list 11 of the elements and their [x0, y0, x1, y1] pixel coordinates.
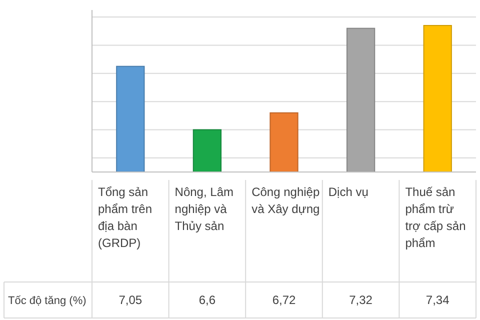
x-tick-label: Tổng sản phẩm trên địa bàn (GRDP) [98, 185, 152, 250]
x-tick-label: Nông, Lâm nghiệp và Thủy sản [174, 185, 234, 233]
text: Tốc độ tăng (%) [8, 294, 86, 307]
data-label: 7,05 [118, 293, 142, 308]
data-label: 7,32 [349, 293, 373, 308]
x-tick-label: Dịch vụ [328, 185, 368, 199]
data-label: 6,72 [272, 293, 296, 308]
data-label: 7,34 [426, 293, 450, 308]
x-tick-label: Công nghiệp và Xây dựng [252, 185, 320, 216]
x-tick-label: Thuế sản phẩm trừ trợ cấp sản phẩm [405, 185, 466, 250]
data-label: 6,6 [198, 293, 216, 308]
